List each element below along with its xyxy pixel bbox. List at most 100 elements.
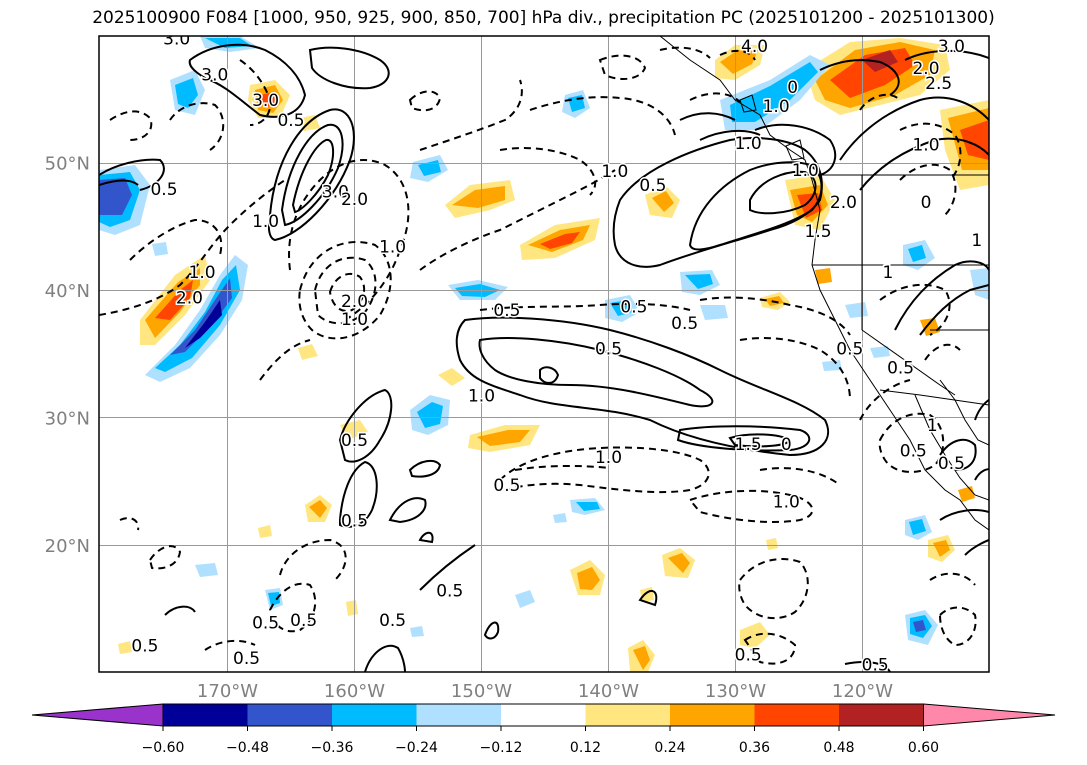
contour-positive xyxy=(338,388,393,463)
precip-positive-area xyxy=(652,191,674,212)
colorbar-over-arrow xyxy=(923,703,1056,727)
contour-negative xyxy=(419,79,523,151)
precip-positive-area xyxy=(258,525,272,538)
colorbar-segment xyxy=(332,704,417,726)
contour-positive xyxy=(408,459,442,478)
precip-positive-area xyxy=(309,500,327,518)
colorbar-tick-label: 0.24 xyxy=(654,740,685,756)
contour-label: 2.0 xyxy=(176,288,203,308)
contour-label: 3.0 xyxy=(322,183,349,203)
contour-positive xyxy=(455,316,830,457)
contour-label: 0.5 xyxy=(862,656,889,676)
contour-label: 0.5 xyxy=(131,636,158,656)
precip-negative-area xyxy=(268,592,280,606)
contour-label: 0.5 xyxy=(900,441,927,461)
colorbar-segment xyxy=(839,704,924,726)
contour-label: 1.0 xyxy=(189,263,216,283)
contour-negative xyxy=(204,639,256,651)
longitude-label: 120°W xyxy=(832,681,893,702)
contour-positive xyxy=(99,158,165,191)
contour-negative xyxy=(739,337,851,401)
contour-negative xyxy=(499,446,710,494)
contour-label: 3.0 xyxy=(252,91,279,111)
contour-positive xyxy=(839,96,989,161)
contour-label: 0 xyxy=(787,78,798,98)
colorbar-tick-label: −0.48 xyxy=(226,740,269,756)
contour-positive xyxy=(483,621,500,640)
contour-label: 0.5 xyxy=(493,476,520,496)
contour-positive xyxy=(939,509,989,521)
contour-label: 1.0 xyxy=(379,237,406,257)
precip-negative-area xyxy=(970,268,989,300)
contour-positive xyxy=(699,129,761,141)
contour-label: 0.5 xyxy=(595,339,622,359)
colorbar-segment xyxy=(501,704,586,726)
precip-negative-area xyxy=(185,300,222,348)
coastlines xyxy=(659,36,989,531)
longitude-label: 130°W xyxy=(705,681,766,702)
contour-negative xyxy=(408,90,442,112)
contour-label: 4.0 xyxy=(741,37,768,57)
latitude-label: 20°N xyxy=(45,536,90,557)
contour-label: 0.5 xyxy=(639,176,666,196)
contour-negative xyxy=(688,489,814,524)
contour-negative xyxy=(279,538,347,581)
contour-label: 2.0 xyxy=(341,190,368,210)
contour-label: 0.5 xyxy=(887,359,914,379)
baja-coastline xyxy=(914,394,989,501)
gulf-of-california xyxy=(939,379,989,446)
colorbar-tick-label: −0.60 xyxy=(142,740,185,756)
contour-label: 0.5 xyxy=(277,111,304,131)
colorbar-under-arrow xyxy=(31,703,164,727)
contour-positive xyxy=(749,170,817,215)
contour-positive xyxy=(539,366,560,384)
contour-negative xyxy=(598,54,647,81)
state-border xyxy=(861,329,956,396)
contour-negative xyxy=(99,179,286,316)
precip-positive-area xyxy=(452,186,505,208)
precip-positive-area xyxy=(933,540,950,557)
latitude-label: 40°N xyxy=(45,281,90,302)
precip-negative-area xyxy=(909,519,926,535)
precip-positive-area xyxy=(577,567,600,590)
longitude-label: 140°W xyxy=(578,681,639,702)
precip-negative-area xyxy=(99,178,132,215)
contour-negative xyxy=(288,159,410,321)
precip-positive-area xyxy=(298,344,318,360)
map-area xyxy=(99,36,989,672)
contour-positive xyxy=(418,531,434,544)
colorbar-tick-label: 0.12 xyxy=(570,740,601,756)
contour-negative xyxy=(689,92,741,103)
contour-negative xyxy=(529,96,676,136)
contour-label: 0.5 xyxy=(836,339,863,359)
contour-positive xyxy=(308,46,390,90)
contour-label: 0.5 xyxy=(233,649,260,669)
precip-negative-area xyxy=(195,563,218,577)
divergence-contours xyxy=(99,43,989,672)
contour-label: 1.0 xyxy=(763,97,790,117)
contour-label: 1.0 xyxy=(792,161,819,181)
contour-negative xyxy=(239,59,272,126)
contour-positive xyxy=(364,644,406,672)
precip-positive-area xyxy=(540,232,580,249)
contour-positive xyxy=(688,161,823,251)
contour-label: 1.0 xyxy=(773,492,800,512)
mexico-us-border xyxy=(879,389,989,406)
contour-label: 0.5 xyxy=(735,645,762,665)
colorbar-tick-label: −0.24 xyxy=(395,740,438,756)
contour-label: 0.5 xyxy=(436,582,463,602)
precip-positive-area xyxy=(633,646,650,670)
contour-label: 1.0 xyxy=(341,310,368,330)
axis-labels: 50°N 40°N 30°N 20°N 170°W 160°W 150°W 140°W 130°… xyxy=(45,154,894,703)
contour-positive xyxy=(844,661,891,672)
contour-negative xyxy=(514,464,611,471)
precip-negative-area xyxy=(515,590,535,608)
contour-negative xyxy=(699,296,851,336)
contour-positive xyxy=(267,108,355,242)
contour-positive xyxy=(638,590,658,607)
contour-negative xyxy=(479,302,691,311)
contour-negative xyxy=(938,606,977,647)
contour-negative xyxy=(719,49,756,61)
longitude-label: 150°W xyxy=(451,681,512,702)
contour-positive xyxy=(754,123,837,176)
